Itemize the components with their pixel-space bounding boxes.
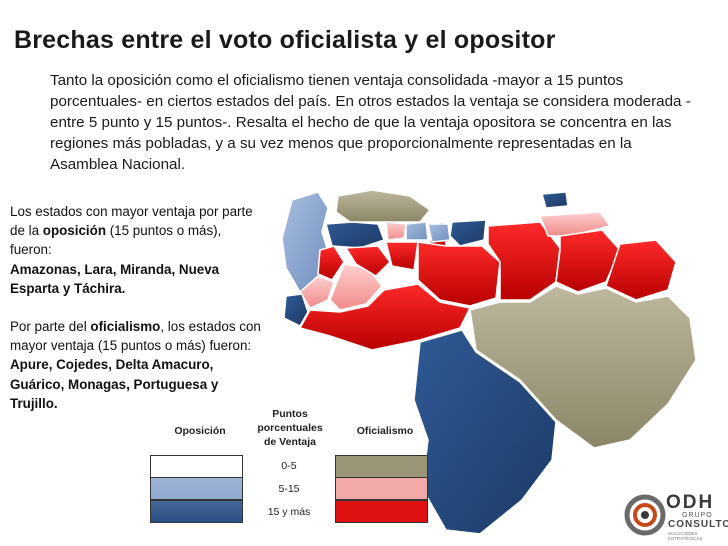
opp-text-pre: Los estados con mayor ventaja por parte … — [10, 204, 253, 239]
state-merida — [299, 275, 335, 309]
intro-paragraph: Tanto la oposición como el oficialismo t… — [50, 72, 691, 173]
state-cojedes — [385, 241, 419, 271]
officialism-paragraph: Por parte del oficialismo, los estados c… — [10, 317, 265, 413]
state-miranda — [427, 223, 451, 243]
state-apure — [298, 283, 472, 351]
legend-head-opposition: Oposición — [174, 425, 226, 437]
odh-logo: ODH GRUPO CONSULTOR SOLUCIONES ESTRATÉGI… — [624, 492, 728, 541]
opp-text-bold: oposición — [42, 223, 106, 239]
swatch-officialism-5-15 — [335, 477, 428, 500]
swatch-officialism-0-5 — [335, 455, 428, 478]
swatch-opposition-0-5 — [150, 455, 243, 478]
state-lara — [325, 221, 385, 249]
logo-line3: SOLUCIONES ESTRATÉGICAS — [668, 531, 703, 541]
logo-line1: GRUPO — [682, 512, 713, 519]
logo-line2: CONSULTOR — [668, 519, 728, 530]
state-tachira — [283, 293, 309, 327]
swatch-opposition-15-plus — [150, 500, 243, 523]
state-carabobo — [405, 221, 429, 241]
level-label-15-plus: 15 y más — [267, 506, 311, 518]
state-guarico — [417, 241, 501, 307]
state-miranda-main — [449, 219, 487, 247]
off-text-post: , los estados con mayor ventaja (15 punt… — [10, 319, 261, 354]
state-yaracuy — [385, 221, 407, 241]
logo-brand: ODH — [666, 492, 715, 513]
state-bolivar — [469, 285, 697, 449]
opposition-states: Amazonas, Lara, Miranda, Nueva Esparta y… — [10, 261, 220, 296]
state-nueva-esparta — [541, 191, 569, 209]
swatch-opposition-5-15 — [150, 477, 243, 500]
swatch-officialism-15-plus — [335, 500, 428, 523]
venezuela-map — [281, 189, 697, 535]
opp-text-post: (15 puntos o más), fueron: — [10, 223, 222, 258]
off-text-bold: oficialismo — [90, 319, 161, 335]
state-falcon — [335, 189, 432, 223]
level-label-0-5: 0-5 — [281, 460, 297, 472]
state-amazonas — [413, 329, 557, 535]
side-text: Los estados con mayor ventaja por parte … — [10, 202, 265, 413]
officialism-states: Apure, Cojedes, Delta Amacuro, Guárico, … — [10, 357, 219, 411]
level-label-5-15: 5-15 — [278, 483, 300, 495]
legend-head-points: Puntos porcentuales de Ventaja — [257, 408, 323, 448]
state-delta-amacuro — [605, 239, 677, 301]
state-monagas — [555, 229, 621, 293]
logo-ring-icon — [624, 494, 666, 536]
state-barinas — [329, 263, 383, 311]
state-trujillo — [317, 245, 345, 281]
off-text-pre: Por parte del — [10, 319, 91, 335]
legend-head-officialism: Oficialismo — [356, 425, 414, 437]
page-title: Brechas entre el voto oficialista y el o… — [14, 26, 556, 54]
opposition-paragraph: Los estados con mayor ventaja por parte … — [10, 202, 265, 298]
state-portuguesa — [344, 245, 391, 277]
